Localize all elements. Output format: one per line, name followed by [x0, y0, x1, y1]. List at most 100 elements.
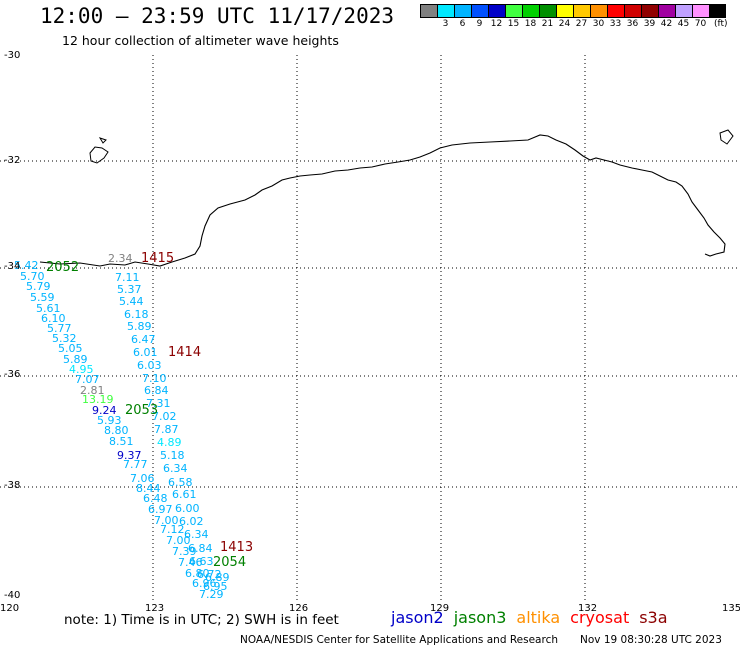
wave-height-label: 7.46 — [178, 556, 203, 569]
graticule — [0, 55, 740, 600]
legend-label: 21 — [541, 19, 554, 29]
wave-height-label: 8.80 — [104, 424, 129, 437]
legend-label: 3 — [442, 19, 449, 29]
wave-height-label: 7.00 — [154, 514, 179, 527]
wave-height-label: 5.44 — [119, 295, 144, 308]
wave-height-label: 7.02 — [152, 410, 177, 423]
lon-tick-label: 126 — [289, 603, 309, 614]
pass-number-label: 2052 — [46, 260, 79, 275]
legend-labels: 3 6 9 12 15 18 21 24 27 30 33 36 39 42 45 70 — [420, 18, 726, 31]
legend-label: 12 — [490, 19, 503, 29]
wave-height-label: 7.12 — [160, 523, 185, 536]
legend-label: 6 — [459, 19, 466, 29]
wave-height-label: 6.96 — [192, 577, 217, 590]
legend-label: 24 — [558, 19, 571, 29]
satellite-altika: altika — [516, 608, 561, 627]
legend-swatch — [488, 4, 505, 18]
wave-height-label: 13.19 — [82, 393, 114, 406]
footer-note: note: 1) Time is in UTC; 2) SWH is in fe… — [64, 612, 339, 628]
wave-height-label: 4.89 — [157, 436, 182, 449]
legend-label: 18 — [524, 19, 537, 29]
eastern-islands — [719, 129, 734, 145]
wave-height-label: 6.34 — [184, 528, 209, 541]
legend-swatch — [607, 4, 624, 18]
legend-swatch — [420, 4, 437, 18]
wave-height-label: 5.93 — [97, 414, 122, 427]
legend-swatch — [522, 4, 539, 18]
legend-swatch — [658, 4, 675, 18]
wave-height-label: 5.89 — [127, 320, 152, 333]
wave-height-label: 7.31 — [146, 397, 171, 410]
lon-tick-label: 135 — [722, 603, 740, 614]
wave-height-label: 6.63 — [189, 555, 214, 568]
wave-height-label: 2.81 — [80, 384, 105, 397]
wave-height-label: 2.34 — [108, 252, 133, 265]
lon-tick-label: 120 — [0, 603, 20, 614]
legend-label: 9 — [476, 19, 483, 29]
lat-tick-label: -36 — [4, 369, 21, 380]
satellite-cryosat: cryosat — [570, 608, 630, 627]
lon-tick-label: 132 — [578, 603, 598, 614]
pass-number-label: 1413 — [220, 540, 253, 555]
legend-label: 39 — [643, 19, 656, 29]
legend-swatch — [675, 4, 692, 18]
legend-swatch — [573, 4, 590, 18]
legend-swatch — [437, 4, 454, 18]
wave-height-label: 5.89 — [63, 353, 88, 366]
legend-label: 36 — [626, 19, 639, 29]
legend-label: 45 — [677, 19, 690, 29]
legend-swatch — [641, 4, 658, 18]
wave-height-label: 7.11 — [115, 271, 140, 284]
legend-swatch — [505, 4, 522, 18]
legend-swatch — [692, 4, 709, 18]
legend-label: 42 — [660, 19, 673, 29]
wave-height-label: 6.72 — [197, 568, 222, 581]
wave-height-label: 8.44 — [136, 482, 161, 495]
legend-swatch — [624, 4, 641, 18]
wave-height-labels: 5.425.705.795.595.616.105.775.325.055.89… — [14, 252, 230, 601]
wave-height-label: 5.37 — [117, 283, 142, 296]
pass-number-label: 1415 — [141, 251, 174, 266]
wave-height-label: 8.51 — [109, 435, 134, 448]
legend-unit: (ft) — [714, 19, 728, 29]
lat-tick-label: -32 — [4, 155, 21, 166]
pass-number-label: 1414 — [168, 345, 201, 360]
legend-swatch — [471, 4, 488, 18]
wave-height-label: 5.59 — [30, 291, 55, 304]
wave-height-label: 6.48 — [143, 492, 168, 505]
legend-label: 27 — [575, 19, 588, 29]
legend-label: 70 — [694, 19, 707, 29]
wave-height-label: 5.70 — [20, 270, 45, 283]
legend-label: 30 — [592, 19, 605, 29]
wave-height-label: 6.00 — [175, 502, 200, 515]
map-subtitle: 12 hour collection of altimeter wave hei… — [62, 33, 339, 48]
wave-height-label: 6.10 — [41, 312, 66, 325]
wave-height-label: 6.80 — [185, 567, 210, 580]
wave-height-label: 5.77 — [47, 322, 72, 335]
wave-height-label: 7.00 — [166, 534, 191, 547]
pass-number-label: 2053 — [125, 403, 158, 418]
wave-height-label: 6.84 — [144, 384, 169, 397]
wave-height-label: 5.79 — [26, 280, 51, 293]
wave-height-label: 6.95 — [203, 580, 228, 593]
wave-height-label: 6.03 — [137, 359, 162, 372]
wave-height-label: 5.32 — [52, 332, 77, 345]
legend-swatches — [420, 4, 726, 18]
wave-height-label: 5.61 — [36, 302, 61, 315]
wave-height-label: 4.95 — [69, 363, 94, 376]
recherche-islands — [89, 137, 109, 164]
wave-height-label: 6.47 — [131, 333, 156, 346]
wave-height-label: 6.18 — [124, 308, 149, 321]
wave-height-label: 6.58 — [168, 476, 193, 489]
wave-height-label: 7.39 — [172, 545, 197, 558]
wave-height-label: 6.84 — [188, 542, 213, 555]
legend-swatch — [539, 4, 556, 18]
wave-height-label: 6.61 — [172, 488, 197, 501]
lat-tick-label: -38 — [4, 480, 21, 491]
lat-tick-label: -30 — [4, 50, 21, 61]
map-title: 12:00 — 23:59 UTC 11/17/2023 — [40, 4, 395, 28]
wave-height-label: 9.37 — [117, 449, 142, 462]
wave-height-color-legend: 3 6 9 12 15 18 21 24 27 30 33 36 39 42 45 70 — [420, 4, 726, 31]
lat-tick-label: -34 — [4, 261, 21, 272]
